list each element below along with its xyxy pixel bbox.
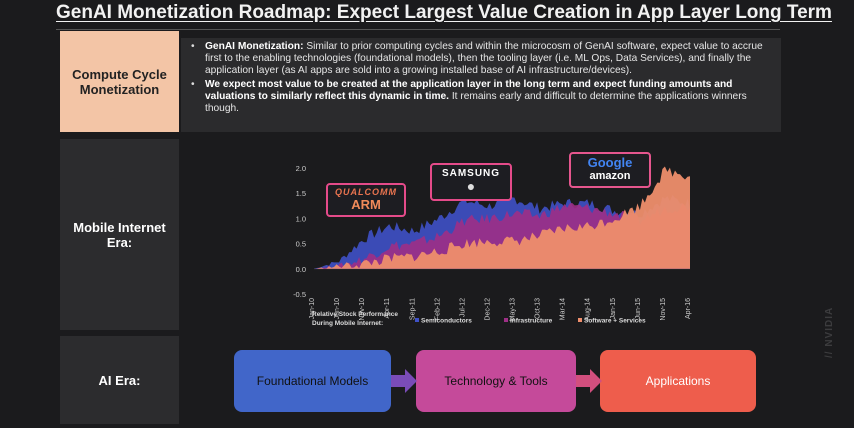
x-tick-label: Feb-12 (434, 298, 441, 320)
x-tick-label: Mar-14 (560, 298, 567, 320)
y-tick-label: 0.5 (296, 240, 306, 249)
y-tick-label: 0.0 (296, 265, 306, 274)
qualcomm-arm-logo: QUALCOMM ARM (326, 183, 406, 217)
bullet-1-lead: GenAI Monetization: (205, 41, 304, 52)
title-divider (56, 29, 780, 30)
x-tick-label: Nov-15 (660, 298, 667, 321)
amazon-logo-text: amazon (589, 170, 631, 182)
google-amazon-logo: Google amazon (569, 152, 651, 188)
x-tick-label: Sep-11 (409, 298, 416, 320)
page-title: GenAI Monetization Roadmap: Expect Large… (56, 2, 832, 23)
y-tick-label: 2.0 (296, 164, 306, 173)
arrow-right-icon (391, 369, 417, 393)
samsung-logo-text: SAMSUNG (441, 168, 501, 179)
y-tick-label: 1.5 (296, 189, 306, 198)
arm-logo-text: ARM (351, 197, 381, 212)
bullet-1-text: Similar to prior computing cycles and wi… (205, 41, 763, 76)
arrow-right-icon (576, 369, 602, 393)
google-logo-text: Google (571, 155, 649, 170)
chart-caption: Relative Stock Performance During Mobile … (312, 311, 398, 327)
x-tick-label: Nov-10 (359, 298, 366, 321)
flow-technology-tools: Technology & Tools (416, 350, 576, 412)
bullet-genai-monetization: GenAI Monetization: Similar to prior com… (187, 41, 775, 77)
y-tick-label: -0.5 (293, 290, 306, 299)
nvidia-watermark: // NVIDIA (824, 306, 835, 358)
x-tick-label: Oct-13 (535, 298, 542, 319)
legend-label: Infrastructure (510, 318, 553, 325)
x-tick-label: Aug-14 (585, 298, 592, 321)
google-word: Google (587, 155, 633, 170)
legend-swatch (415, 318, 419, 322)
x-tick-label: Jul-12 (459, 298, 466, 317)
x-tick-label: Jan-10 (309, 298, 316, 320)
flow-applications: Applications (600, 350, 756, 412)
x-tick-label: Jan-15 (610, 298, 617, 320)
x-tick-label: May-13 (510, 298, 517, 321)
summary-text-box: GenAI Monetization: Similar to prior com… (181, 38, 781, 132)
mobile-internet-label: Mobile Internet Era: (60, 139, 179, 330)
bullet-app-layer-value: We expect most value to be created at th… (187, 79, 775, 115)
x-tick-label: Jun-15 (635, 298, 642, 320)
series-area-software-services (314, 166, 690, 269)
legend-swatch (578, 318, 582, 322)
x-tick-label: Dec-12 (484, 298, 491, 321)
compute-cycle-label: Compute Cycle Monetization (60, 31, 179, 132)
bullet-2-text: It remains early and difficult to determ… (205, 91, 747, 114)
legend-label: Software + Services (584, 318, 646, 325)
x-tick-label: Apr-16 (685, 298, 692, 319)
x-tick-label: Apr-11 (384, 298, 391, 319)
bullet-2-lead: We expect most value to be created at th… (205, 79, 733, 102)
legend-label: Semiconductors (421, 318, 472, 325)
ai-era-label: AI Era: (60, 336, 179, 424)
qualcomm-logo-text: QUALCOMM (335, 187, 397, 197)
flow-foundational-models: Foundational Models (234, 350, 391, 412)
legend-swatch (504, 318, 508, 322)
y-tick-label: 1.0 (296, 214, 306, 223)
samsung-apple-logo: SAMSUNG ● (430, 163, 512, 201)
x-tick-label: Jun-10 (334, 298, 341, 320)
apple-icon: ● (466, 178, 476, 194)
